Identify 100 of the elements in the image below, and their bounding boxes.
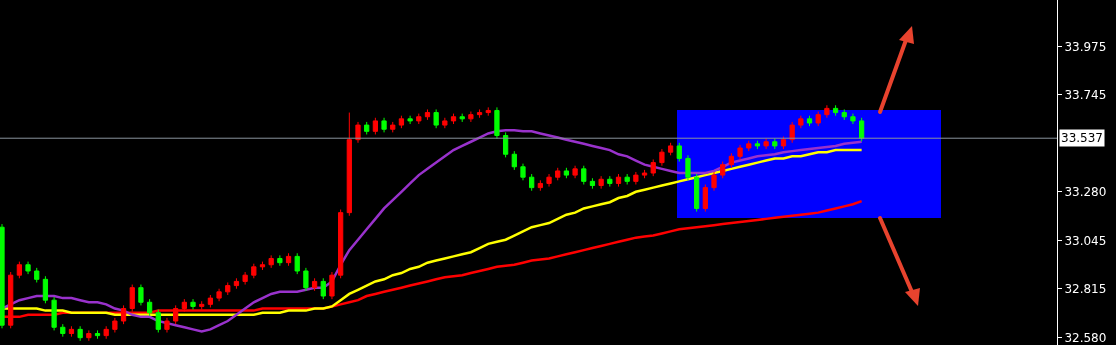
candlestick xyxy=(68,325,75,338)
candlestick xyxy=(199,300,205,311)
candlestick xyxy=(181,298,187,313)
candlestick xyxy=(659,148,665,167)
candlestick xyxy=(338,209,344,279)
candlestick xyxy=(42,275,49,304)
candlestick xyxy=(615,173,622,188)
candlestick xyxy=(138,284,144,306)
candlestick xyxy=(94,329,101,340)
candlestick xyxy=(676,142,682,163)
candlestick xyxy=(398,115,405,129)
candlestick xyxy=(780,136,787,150)
candlestick xyxy=(754,140,761,150)
candlestick xyxy=(520,163,526,181)
candlestick xyxy=(850,113,856,125)
candlestick xyxy=(329,271,335,300)
candlestick xyxy=(598,175,604,190)
candlestick xyxy=(303,267,309,292)
candlestick xyxy=(364,121,370,135)
candlestick xyxy=(450,113,457,125)
candlestick xyxy=(555,167,561,181)
candlestick xyxy=(633,171,639,185)
candlestick xyxy=(581,165,587,185)
candlestick xyxy=(372,117,378,135)
y-tick-label: 33.045 xyxy=(1064,233,1107,248)
candlestick xyxy=(737,144,743,160)
candlestick xyxy=(694,173,700,213)
candlestick xyxy=(225,281,231,296)
candlestick xyxy=(529,173,535,192)
candlestick xyxy=(502,131,509,158)
candlestick xyxy=(103,325,109,340)
y-tick-label: 32.580 xyxy=(1064,330,1107,345)
candlestick xyxy=(511,150,517,171)
candlestick xyxy=(164,317,170,333)
candlestick xyxy=(468,111,474,123)
candlestick xyxy=(25,261,31,275)
candlestick xyxy=(806,115,813,127)
candlestick xyxy=(841,108,847,121)
candlestick xyxy=(86,329,92,342)
candlestick xyxy=(0,223,5,329)
candlestick xyxy=(789,121,795,144)
candlestick xyxy=(589,177,596,190)
candlestick xyxy=(77,325,83,342)
candlestick xyxy=(311,277,318,292)
candlestick xyxy=(190,298,196,311)
candlestick xyxy=(129,284,135,313)
ref-line-label: 33.537 xyxy=(1061,131,1103,145)
y-tick-label: 33.745 xyxy=(1064,88,1107,103)
candlestick xyxy=(685,154,691,181)
y-tick-label: 33.975 xyxy=(1064,40,1107,55)
candlestick xyxy=(563,167,570,179)
candlestick xyxy=(720,161,726,179)
candlestick xyxy=(746,140,752,152)
candlestick xyxy=(763,138,769,150)
candlestick xyxy=(641,169,648,179)
candlestick xyxy=(285,252,292,267)
y-tick-label: 33.280 xyxy=(1064,184,1107,199)
candlestick xyxy=(459,113,465,123)
candlestick xyxy=(16,261,22,279)
candlestick xyxy=(494,106,500,140)
candlestick xyxy=(702,183,708,213)
candlestick xyxy=(251,263,257,279)
candlestick xyxy=(146,298,153,317)
candlestick xyxy=(859,117,865,142)
candlestick xyxy=(407,115,413,125)
candlestick xyxy=(815,111,821,127)
candlestick xyxy=(824,104,830,119)
candlestick xyxy=(51,296,57,331)
candlestick xyxy=(390,121,396,133)
candlestick xyxy=(242,271,248,286)
candlestick xyxy=(294,252,300,275)
candlestick xyxy=(442,117,448,129)
candlestick xyxy=(355,121,361,144)
candlestick xyxy=(572,165,578,179)
candlestick xyxy=(607,175,613,188)
candlestick xyxy=(34,267,40,283)
candlestick xyxy=(772,138,778,150)
candlestick xyxy=(259,261,266,271)
candlestick xyxy=(711,171,717,192)
candlestick xyxy=(207,294,214,308)
candlestick xyxy=(112,317,118,333)
candlestick xyxy=(485,106,491,117)
candlestick xyxy=(416,113,422,125)
candlestick xyxy=(433,108,439,129)
candlestick xyxy=(381,117,387,133)
y-tick-label: 32.815 xyxy=(1064,281,1107,296)
candlestick xyxy=(277,254,283,267)
candlestick xyxy=(346,112,352,217)
candlestick xyxy=(155,309,161,333)
candlestick xyxy=(320,277,326,300)
candlestick xyxy=(728,152,735,169)
candlestick xyxy=(233,277,240,290)
candlestick xyxy=(624,173,630,185)
candlestick xyxy=(476,108,483,119)
candlestick xyxy=(832,104,839,117)
candlestick xyxy=(216,288,222,302)
candlestick xyxy=(667,142,674,156)
candlestick xyxy=(268,254,274,269)
candlestick xyxy=(650,158,656,177)
candlestick xyxy=(537,179,543,192)
